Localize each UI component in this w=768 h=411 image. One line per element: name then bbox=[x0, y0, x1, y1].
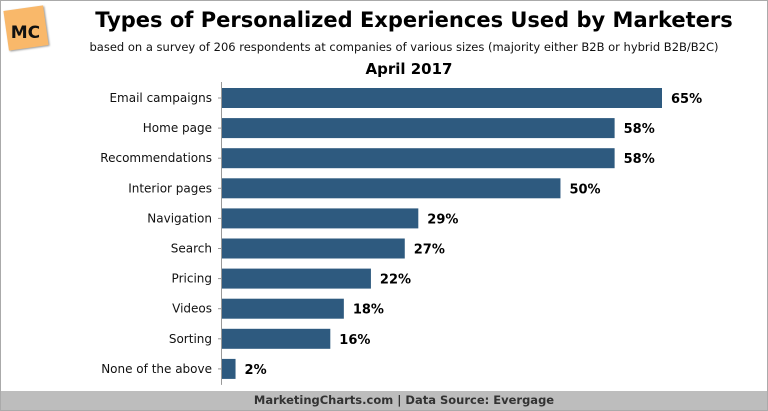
footer-source: MarketingCharts.com | Data Source: Everg… bbox=[1, 391, 767, 410]
value-label: 65% bbox=[671, 92, 702, 107]
value-label: 16% bbox=[339, 333, 370, 348]
bar bbox=[222, 298, 344, 319]
category-label: Pricing bbox=[172, 272, 212, 286]
bar bbox=[222, 118, 615, 139]
value-label: 29% bbox=[427, 212, 458, 227]
bar bbox=[222, 358, 236, 379]
value-label: 22% bbox=[380, 273, 411, 288]
bar bbox=[222, 88, 662, 108]
bar bbox=[222, 268, 371, 289]
chart-title: Types of Personalized Experiences Used b… bbox=[95, 8, 733, 32]
value-label: 2% bbox=[245, 363, 267, 378]
chart-subtitle: based on a survey of 206 respondents at … bbox=[89, 40, 719, 54]
bar bbox=[222, 208, 419, 229]
value-label: 18% bbox=[353, 303, 384, 318]
bar bbox=[222, 328, 331, 349]
category-label: Home page bbox=[143, 121, 212, 135]
value-label: 50% bbox=[569, 182, 600, 197]
bar bbox=[222, 148, 615, 169]
chart-date: April 2017 bbox=[365, 60, 453, 78]
category-label: Recommendations bbox=[100, 151, 212, 165]
category-label: None of the above bbox=[101, 362, 212, 376]
category-label: Sorting bbox=[169, 332, 212, 346]
category-label: Search bbox=[171, 242, 212, 256]
category-label: Email campaigns bbox=[109, 91, 212, 105]
bar bbox=[222, 178, 561, 199]
bar bbox=[222, 238, 405, 259]
value-label: 27% bbox=[414, 243, 445, 258]
category-label: Videos bbox=[172, 302, 212, 316]
value-label: 58% bbox=[624, 152, 655, 167]
category-label: Interior pages bbox=[128, 181, 212, 195]
value-label: 58% bbox=[624, 122, 655, 137]
category-label: Navigation bbox=[147, 211, 212, 225]
